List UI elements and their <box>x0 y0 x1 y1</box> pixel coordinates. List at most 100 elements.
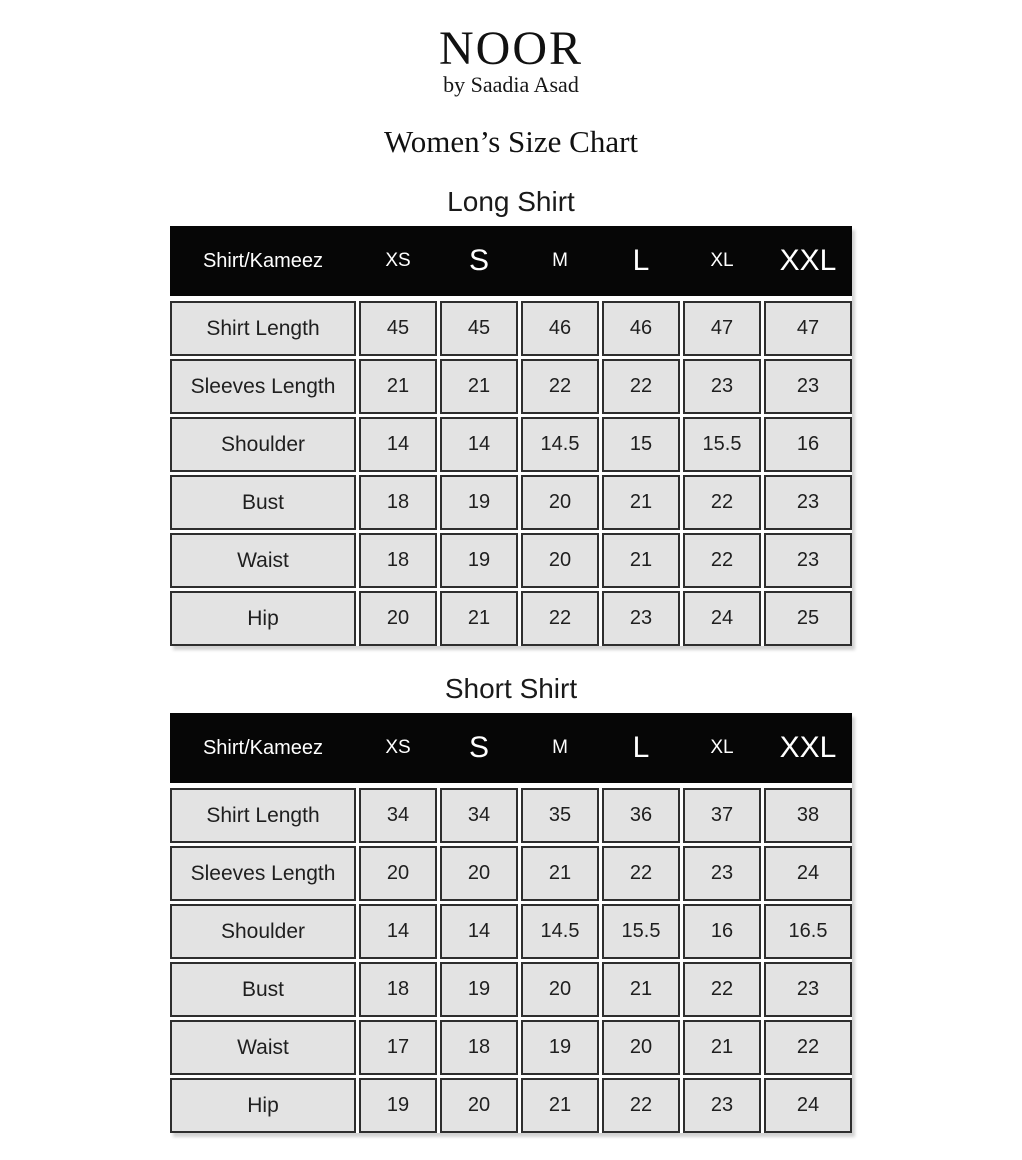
table-cell: 22 <box>683 533 761 589</box>
row-label-cell: Shoulder <box>170 417 356 473</box>
table-row-shoulder: Shoulder 14 14 14.5 15.5 16 16.5 <box>170 904 852 960</box>
table-cell: 23 <box>764 359 852 415</box>
table-row-shoulder: Shoulder 14 14 14.5 15 15.5 16 <box>170 417 852 473</box>
page-title: Women’s Size Chart <box>383 124 639 160</box>
table-cell: 21 <box>359 359 437 415</box>
table-cell: 18 <box>359 475 437 531</box>
long-shirt-body: Shirt Length 45 45 46 46 47 47 Sleeves L… <box>170 301 852 647</box>
table-cell: 19 <box>440 475 518 531</box>
table-row-shirt-length: Shirt Length 45 45 46 46 47 47 <box>170 301 852 357</box>
header-cell-xxl: XXL <box>779 244 837 278</box>
table-cell: 20 <box>440 1078 518 1134</box>
table-cell: 22 <box>521 359 599 415</box>
table-cell: 38 <box>764 788 852 844</box>
table-cell: 23 <box>683 1078 761 1134</box>
table-cell: 21 <box>683 1020 761 1076</box>
long-shirt-header-row: Shirt/Kameez XS S M L XL XXL <box>170 226 852 297</box>
table-cell: 45 <box>440 301 518 357</box>
table-cell: 14 <box>440 904 518 960</box>
table-cell: 19 <box>440 533 518 589</box>
brand-tagline: by Saadia Asad <box>443 72 579 98</box>
table-cell: 21 <box>602 533 680 589</box>
table-cell: 25 <box>764 591 852 647</box>
table-cell: 34 <box>359 788 437 844</box>
table-cell: 23 <box>683 846 761 902</box>
table-cell: 14 <box>359 904 437 960</box>
table-cell: 20 <box>359 846 437 902</box>
row-label-cell: Shirt Length <box>170 301 356 357</box>
header-cell-m: M <box>552 737 568 759</box>
table-cell: 23 <box>764 533 852 589</box>
row-label-cell: Bust <box>170 962 356 1018</box>
table-cell: 20 <box>602 1020 680 1076</box>
table-cell: 22 <box>602 1078 680 1134</box>
table-cell: 18 <box>359 962 437 1018</box>
table-cell: 35 <box>521 788 599 844</box>
table-cell: 22 <box>602 846 680 902</box>
table-row-bust: Bust 18 19 20 21 22 23 <box>170 475 852 531</box>
table-cell: 21 <box>440 359 518 415</box>
table-cell: 14 <box>359 417 437 473</box>
table-cell: 20 <box>521 962 599 1018</box>
long-shirt-table: Shirt/Kameez XS S M L XL XXL Shirt Lengt… <box>170 226 852 647</box>
table-row-shirt-length: Shirt Length 34 34 35 36 37 38 <box>170 788 852 844</box>
table-cell: 23 <box>764 962 852 1018</box>
table-cell: 23 <box>764 475 852 531</box>
row-label-cell: Shirt Length <box>170 788 356 844</box>
table-row-waist: Waist 17 18 19 20 21 22 <box>170 1020 852 1076</box>
short-shirt-section: Short Shirt Shirt/Kameez XS S M L XL XXL… <box>0 673 1022 1134</box>
table-row-hip: Hip 19 20 21 22 23 24 <box>170 1078 852 1134</box>
table-cell: 22 <box>602 359 680 415</box>
table-cell: 17 <box>359 1020 437 1076</box>
brand-logo: NOOR <box>438 22 583 75</box>
table-cell: 47 <box>683 301 761 357</box>
table-cell: 21 <box>521 846 599 902</box>
header-cell-s: S <box>468 244 489 278</box>
table-cell: 34 <box>440 788 518 844</box>
table-cell: 20 <box>521 475 599 531</box>
header-cell-l: L <box>632 244 650 278</box>
header-cell-s: S <box>468 731 489 765</box>
table-cell: 24 <box>764 846 852 902</box>
short-shirt-body: Shirt Length 34 34 35 36 37 38 Sleeves L… <box>170 788 852 1134</box>
table-cell: 16 <box>764 417 852 473</box>
short-shirt-table: Shirt/Kameez XS S M L XL XXL Shirt Lengt… <box>170 713 852 1134</box>
header-cell-shirt-kameez: Shirt/Kameez <box>202 736 324 759</box>
table-cell: 16 <box>683 904 761 960</box>
table-cell: 20 <box>440 846 518 902</box>
short-shirt-title: Short Shirt <box>444 673 578 705</box>
row-label-cell: Sleeves Length <box>170 846 356 902</box>
row-label-cell: Waist <box>170 533 356 589</box>
row-label-cell: Sleeves Length <box>170 359 356 415</box>
table-cell: 16.5 <box>764 904 852 960</box>
table-cell: 19 <box>359 1078 437 1134</box>
row-label-cell: Hip <box>170 591 356 647</box>
long-shirt-title: Long Shirt <box>447 186 575 218</box>
table-cell: 22 <box>683 475 761 531</box>
table-cell: 46 <box>602 301 680 357</box>
table-cell: 22 <box>683 962 761 1018</box>
table-cell: 22 <box>521 591 599 647</box>
table-cell: 46 <box>521 301 599 357</box>
row-label-cell: Shoulder <box>170 904 356 960</box>
table-row-sleeves-length: Sleeves Length 21 21 22 22 23 23 <box>170 359 852 415</box>
header-cell-xl: XL <box>710 250 734 272</box>
table-cell: 20 <box>359 591 437 647</box>
row-label-cell: Waist <box>170 1020 356 1076</box>
header-cell-m: M <box>552 250 568 272</box>
table-cell: 14.5 <box>521 904 599 960</box>
table-row-hip: Hip 20 21 22 23 24 25 <box>170 591 852 647</box>
table-cell: 21 <box>602 962 680 1018</box>
table-cell: 22 <box>764 1020 852 1076</box>
header-cell-xl: XL <box>710 737 734 759</box>
table-cell: 37 <box>683 788 761 844</box>
header-cell-xs: XS <box>385 737 411 759</box>
table-cell: 21 <box>521 1078 599 1134</box>
table-row-sleeves-length: Sleeves Length 20 20 21 22 23 24 <box>170 846 852 902</box>
header-cell-xxl: XXL <box>779 731 837 765</box>
table-cell: 15.5 <box>683 417 761 473</box>
table-cell: 15.5 <box>602 904 680 960</box>
table-cell: 23 <box>602 591 680 647</box>
table-cell: 24 <box>683 591 761 647</box>
size-chart-page: NOOR by Saadia Asad Women’s Size Chart L… <box>0 22 1022 1134</box>
